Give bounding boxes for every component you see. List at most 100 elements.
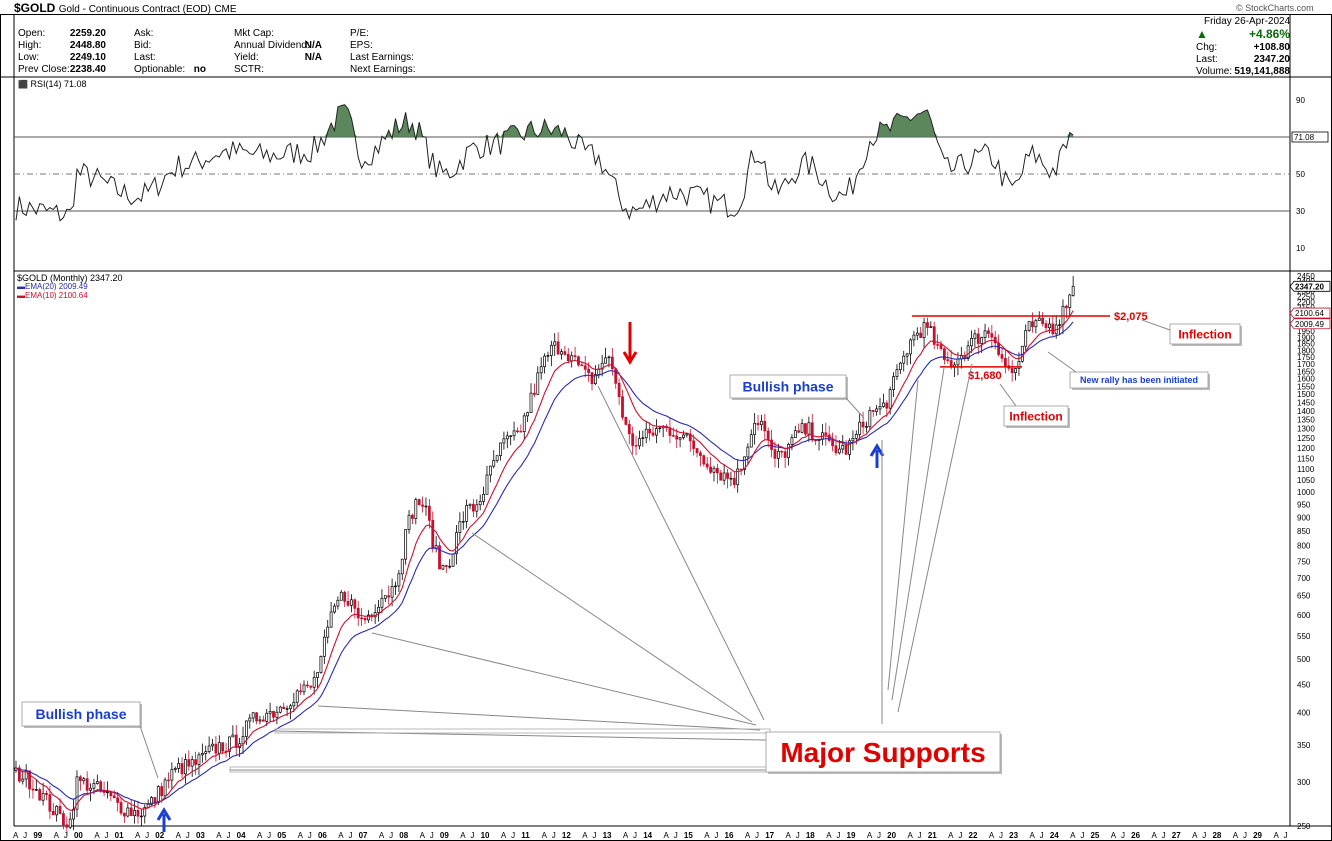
candle-body xyxy=(648,428,652,434)
price-value-tag-text: 2009.49 xyxy=(1295,320,1324,329)
field-label: P/E: xyxy=(350,28,369,39)
x-tick-label: 04 xyxy=(237,831,246,840)
candle-body xyxy=(743,456,746,470)
x-tick-label: A xyxy=(1192,831,1198,840)
price-tick-label: 700 xyxy=(1297,574,1311,583)
candle-body xyxy=(539,366,543,374)
candle-body xyxy=(936,344,940,346)
candle-body xyxy=(519,430,523,433)
level-2075-label: $2,075 xyxy=(1114,311,1148,323)
candle-body xyxy=(170,769,174,781)
x-tick-label: J xyxy=(877,831,881,840)
x-tick-label: A xyxy=(420,831,426,840)
x-tick-label: A xyxy=(989,831,995,840)
candle-body xyxy=(1000,354,1004,359)
candle-body xyxy=(793,430,797,439)
candle-body xyxy=(1024,329,1028,347)
candle-body xyxy=(319,656,323,673)
candle-body xyxy=(566,354,570,362)
support-fan-line xyxy=(891,367,945,701)
candle-body xyxy=(448,565,452,568)
price-tick-label: 400 xyxy=(1297,709,1311,718)
x-tick-label: J xyxy=(1121,831,1125,840)
rsi-tick-label: 90 xyxy=(1296,96,1305,105)
x-tick-label: J xyxy=(836,831,840,840)
field-label: High: xyxy=(18,40,42,51)
candle-body xyxy=(837,448,841,454)
candle-body xyxy=(787,443,790,458)
candle-body xyxy=(851,437,855,442)
candle-body xyxy=(268,710,272,714)
price-tick-label: 550 xyxy=(1297,632,1311,641)
x-tick-label: 03 xyxy=(196,831,205,840)
candle-body xyxy=(282,706,286,709)
x-tick-label: J xyxy=(674,831,678,840)
candle-body xyxy=(898,362,902,371)
x-tick-label: J xyxy=(592,831,596,840)
candle-body xyxy=(363,617,367,621)
field-value: N/A xyxy=(304,40,322,51)
candle-body xyxy=(353,599,357,609)
candle-body xyxy=(245,720,248,737)
candle-body xyxy=(858,421,862,435)
inflection-label-box xyxy=(1169,323,1241,345)
bullish-phase-label: Bullish phase xyxy=(742,379,833,395)
field-value: 2259.20 xyxy=(69,28,106,39)
x-tick-label: A xyxy=(826,831,832,840)
x-tick-label: 10 xyxy=(481,831,490,840)
x-tick-label: J xyxy=(1284,831,1288,840)
candle-body xyxy=(919,332,923,338)
chg-label: Chg: xyxy=(1196,42,1218,53)
candle-body xyxy=(607,356,611,359)
candle-body xyxy=(292,701,296,707)
candle-body xyxy=(810,422,814,441)
candle-body xyxy=(983,330,987,338)
rsi-label: ⬛ RSI(14) 71.08 xyxy=(18,79,87,89)
x-tick-label: J xyxy=(958,831,962,840)
x-tick-label: A xyxy=(338,831,344,840)
candle-body xyxy=(380,597,384,608)
x-tick-label: J xyxy=(348,831,352,840)
bullish-phase-label-box xyxy=(729,374,847,399)
candle-body xyxy=(31,788,35,791)
x-tick-label: A xyxy=(948,831,954,840)
candle-body xyxy=(651,432,655,436)
ema10-line xyxy=(15,310,1074,811)
candle-body xyxy=(512,430,516,437)
field-value: 2249.10 xyxy=(69,52,106,63)
candle-body xyxy=(184,759,187,775)
x-tick-label: J xyxy=(267,831,271,840)
candle-body xyxy=(305,684,309,687)
x-tick-label: A xyxy=(257,831,263,840)
x-tick-label: 01 xyxy=(115,831,124,840)
price-tick-label: 2200 xyxy=(1297,298,1315,307)
candle-body xyxy=(1071,285,1075,296)
change-arrow-icon: ▲ xyxy=(1196,27,1208,41)
candle-body xyxy=(1041,317,1045,324)
candle-body xyxy=(289,705,292,709)
candle-body xyxy=(17,767,21,782)
price-tick-label: 1900 xyxy=(1297,333,1315,342)
candle-body xyxy=(441,565,445,570)
candle-body xyxy=(922,322,926,338)
x-tick-label: A xyxy=(298,831,304,840)
x-tick-label: 25 xyxy=(1090,831,1099,840)
candle-body xyxy=(234,734,238,748)
price-tick-label: 500 xyxy=(1297,655,1311,664)
candle-body xyxy=(719,472,723,481)
candle-body xyxy=(722,472,726,481)
candle-body xyxy=(804,423,807,435)
candle-body xyxy=(678,437,682,440)
support-fan-line xyxy=(897,363,973,713)
candle-body xyxy=(129,807,133,817)
price-value-tag-text: 2100.64 xyxy=(1295,309,1324,318)
x-tick-label: 02 xyxy=(155,831,164,840)
x-tick-label: 07 xyxy=(359,831,368,840)
price-tick-label: 1550 xyxy=(1297,382,1315,391)
field-label: Bid: xyxy=(134,40,152,51)
volume-value: 519,141,888 xyxy=(1234,66,1290,77)
candle-body xyxy=(207,745,211,753)
new-rally-label-box xyxy=(1069,371,1209,389)
x-tick-label: 11 xyxy=(521,831,530,840)
